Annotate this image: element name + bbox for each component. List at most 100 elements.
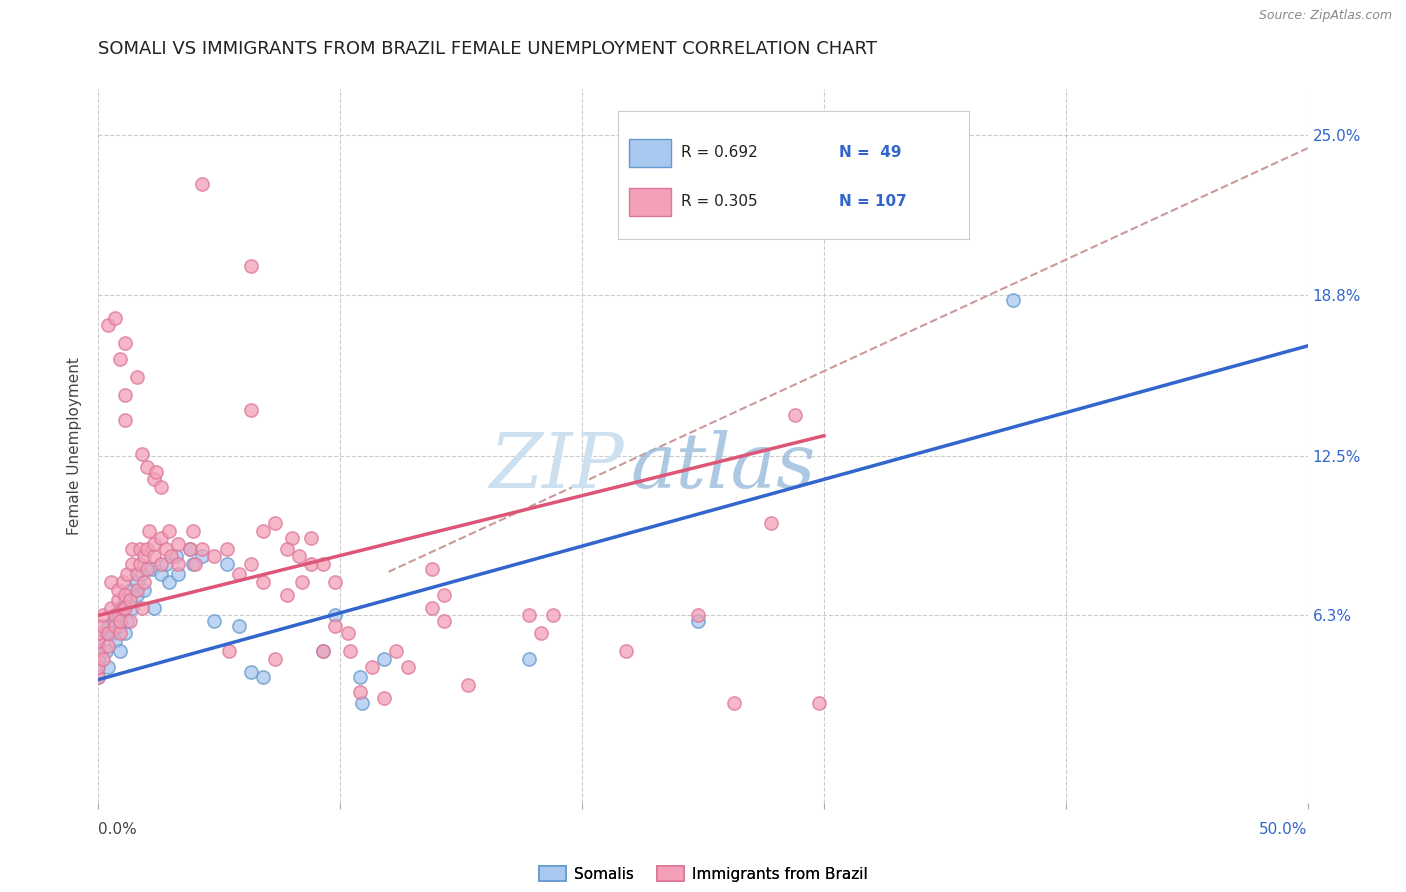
Point [420, 562, 443, 576]
Point [290, 575, 312, 590]
Point [100, 600, 122, 615]
Point [101, 614, 124, 628]
Point [239, 403, 262, 417]
Point [107, 593, 129, 607]
Point [457, 678, 479, 692]
Point [135, 541, 157, 556]
Point [614, 644, 637, 658]
Point [228, 618, 250, 632]
Text: N =  49: N = 49 [839, 145, 901, 161]
Point [134, 582, 156, 597]
Point [118, 614, 141, 628]
Point [1001, 293, 1024, 307]
Point [94, 626, 117, 640]
Point [179, 541, 201, 556]
Point [87, 626, 110, 640]
Point [688, 608, 710, 623]
Point [150, 532, 173, 546]
Point [114, 593, 136, 607]
Point [104, 618, 127, 632]
Point [87, 670, 110, 684]
Point [215, 557, 238, 571]
Point [325, 608, 347, 623]
Point [433, 614, 456, 628]
Point [433, 588, 456, 602]
Point [138, 524, 160, 538]
Point [299, 532, 322, 546]
Point [252, 575, 274, 590]
Point [121, 557, 143, 571]
Point [87, 641, 110, 656]
Point [131, 600, 153, 615]
Point [114, 336, 136, 351]
Point [87, 670, 110, 684]
Point [87, 634, 110, 648]
Point [97, 618, 120, 632]
Point [143, 536, 166, 550]
Point [131, 567, 153, 582]
Point [759, 516, 782, 530]
Point [181, 524, 204, 538]
Point [349, 685, 371, 699]
Legend: Somalis, Immigrants from Brazil: Somalis, Immigrants from Brazil [533, 860, 873, 888]
Point [104, 634, 127, 648]
Point [127, 588, 149, 602]
Point [104, 310, 127, 325]
Point [688, 614, 710, 628]
Point [97, 318, 120, 333]
Point [134, 549, 156, 564]
Point [97, 639, 120, 653]
Text: R = 0.305: R = 0.305 [682, 194, 758, 210]
Point [135, 562, 157, 576]
Point [181, 557, 204, 571]
Point [108, 351, 131, 366]
Text: Source: ZipAtlas.com: Source: ZipAtlas.com [1258, 9, 1392, 22]
Point [349, 670, 371, 684]
Bar [628, 139, 671, 167]
Point [150, 557, 173, 571]
Point [157, 524, 180, 538]
Point [541, 608, 564, 623]
Point [228, 567, 250, 582]
Point [264, 516, 287, 530]
Point [312, 644, 335, 658]
Point [350, 696, 373, 710]
Point [145, 465, 167, 479]
Point [108, 626, 131, 640]
Point [336, 626, 359, 640]
Point [420, 600, 443, 615]
Point [94, 644, 117, 658]
Point [373, 690, 395, 705]
Point [107, 582, 129, 597]
Point [143, 472, 166, 486]
Point [165, 549, 187, 564]
Point [97, 659, 120, 673]
Point [325, 618, 347, 632]
Point [150, 480, 173, 494]
Point [97, 626, 120, 640]
Point [100, 575, 122, 590]
Point [114, 600, 136, 615]
Point [127, 369, 149, 384]
Point [360, 659, 382, 673]
Point [783, 408, 806, 422]
Point [150, 567, 173, 582]
Point [288, 549, 311, 564]
Text: 50.0%: 50.0% [1260, 822, 1308, 837]
Point [117, 614, 139, 628]
Point [252, 670, 274, 684]
Point [204, 549, 226, 564]
Point [87, 652, 110, 666]
Point [218, 644, 240, 658]
Point [91, 608, 114, 623]
Point [117, 567, 139, 582]
Point [114, 413, 136, 427]
Point [239, 260, 262, 274]
Point [101, 626, 124, 640]
Point [808, 696, 831, 710]
Point [143, 549, 166, 564]
Text: N = 107: N = 107 [839, 194, 907, 210]
Point [118, 582, 141, 597]
Point [91, 652, 114, 666]
Point [517, 652, 540, 666]
